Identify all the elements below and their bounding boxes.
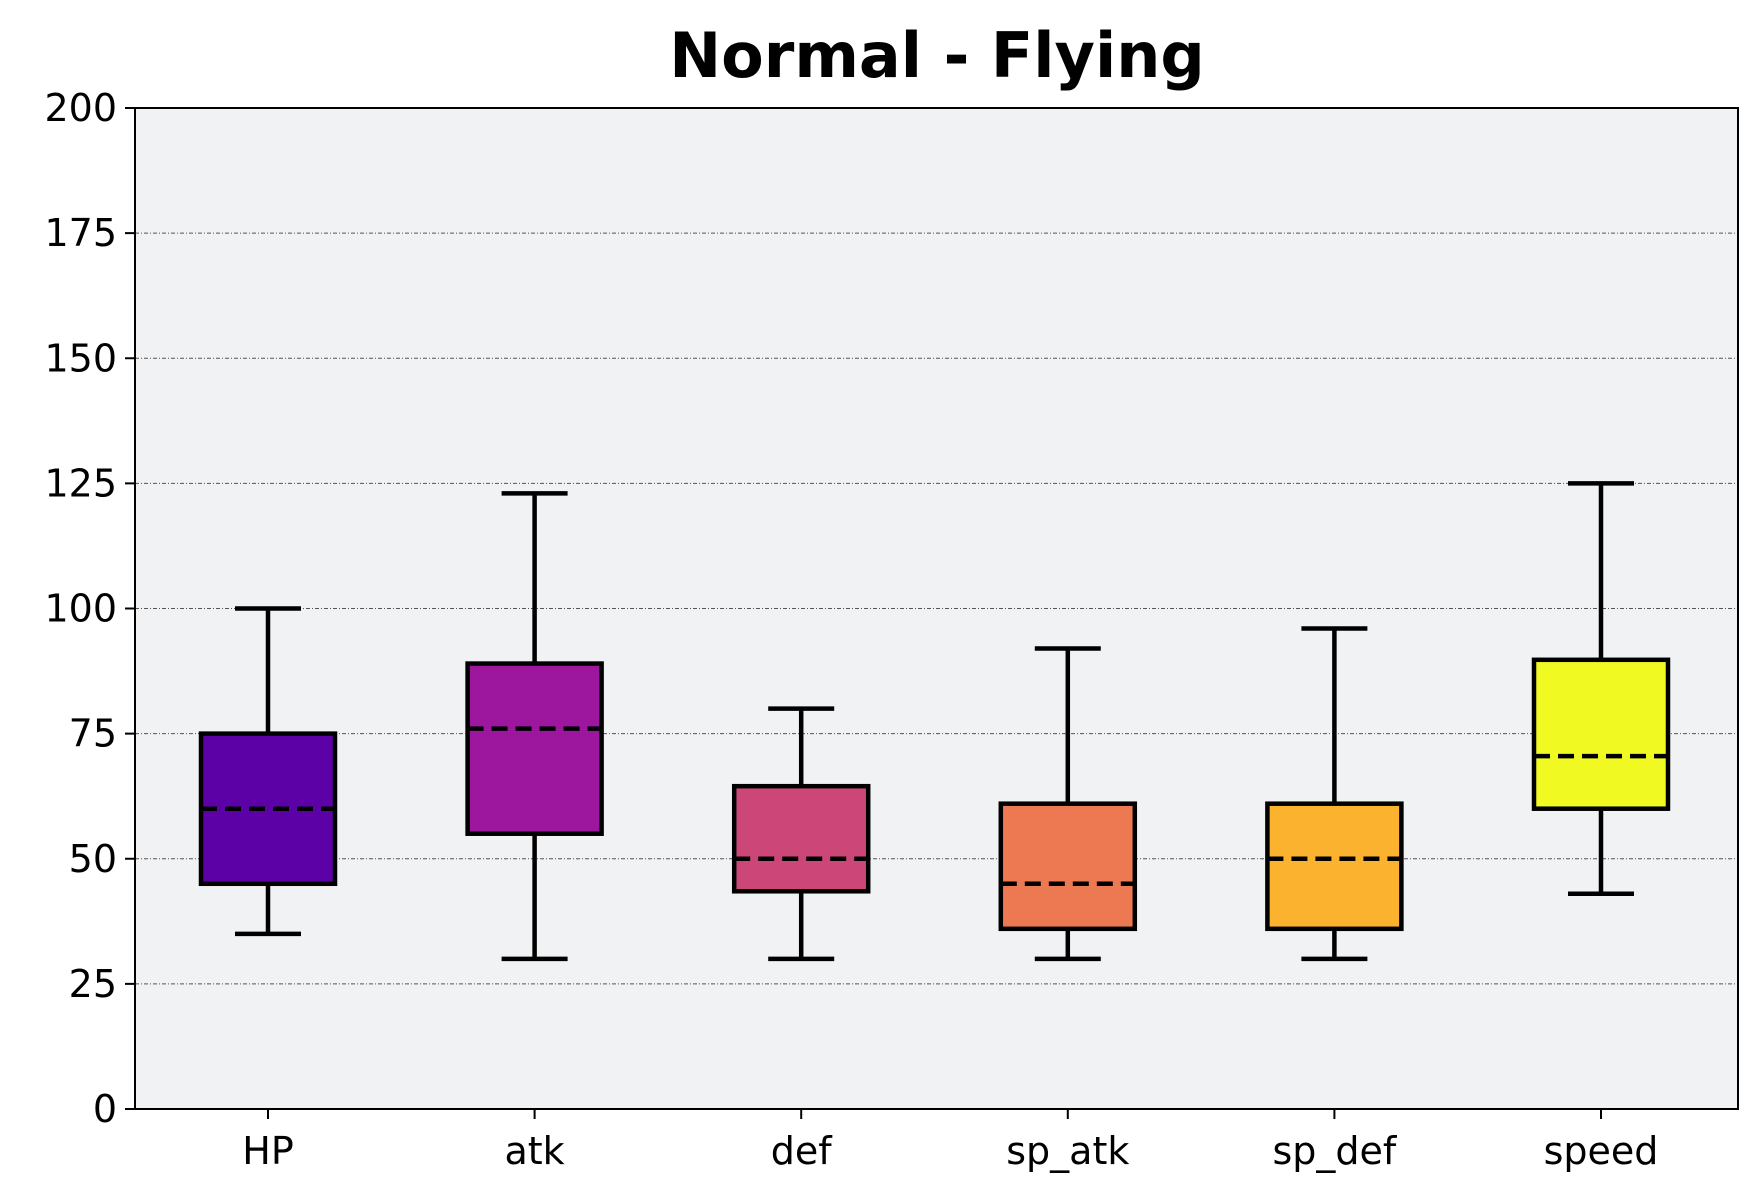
x-tick-label: def xyxy=(771,1129,834,1173)
chart-title: Normal - Flying xyxy=(669,19,1204,92)
y-tick-label: 75 xyxy=(69,712,117,756)
y-tick-label: 125 xyxy=(44,461,117,505)
x-tick-label: sp_atk xyxy=(1006,1129,1129,1173)
box-body xyxy=(998,801,1138,932)
x-tick-label: sp_def xyxy=(1273,1129,1398,1173)
box-series xyxy=(198,481,1671,962)
box-body xyxy=(731,783,871,894)
x-tick-label: atk xyxy=(504,1129,564,1173)
box-HP xyxy=(198,606,338,937)
box-sp_def xyxy=(1265,626,1404,962)
y-tick-label: 200 xyxy=(44,86,117,130)
box-sp_atk xyxy=(998,646,1138,962)
axes: 0 25 50 75 100 125 150 175 200 HP atk def sp_atk sp_d… xyxy=(44,86,1658,1173)
box-body xyxy=(1265,801,1404,932)
box-body xyxy=(1531,657,1671,811)
x-tick-label: speed xyxy=(1544,1129,1659,1173)
x-tick-label: HP xyxy=(242,1129,294,1173)
y-tick-label: 100 xyxy=(44,587,117,631)
y-tick-label: 175 xyxy=(44,211,117,255)
box-atk xyxy=(465,491,604,962)
grid-lines xyxy=(135,232,1738,985)
box-body xyxy=(198,731,338,887)
box-body xyxy=(465,661,604,836)
y-tick-label: 50 xyxy=(69,837,117,881)
box-def xyxy=(731,706,871,962)
box-speed xyxy=(1531,481,1671,897)
y-tick-label: 0 xyxy=(93,1087,117,1131)
y-tick-label: 150 xyxy=(44,336,117,380)
y-tick-label: 25 xyxy=(69,962,117,1006)
